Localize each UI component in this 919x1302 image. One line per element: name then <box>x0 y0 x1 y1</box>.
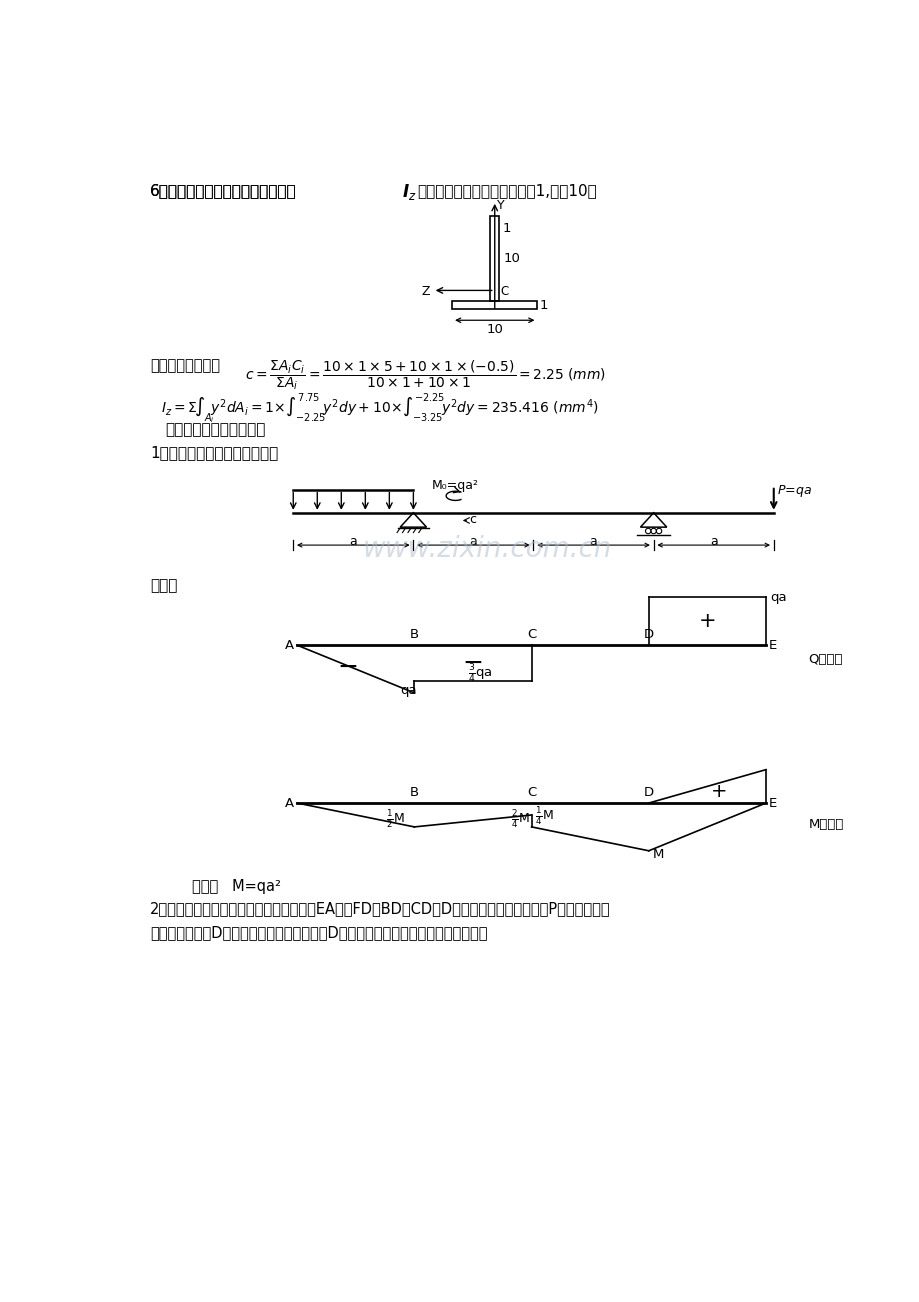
Text: M₀=qa²: M₀=qa² <box>432 479 479 492</box>
Text: A: A <box>285 639 294 652</box>
Text: a: a <box>709 535 717 548</box>
Text: B: B <box>409 786 418 799</box>
Text: 1、作图示梁的剪力图与弯矩图: 1、作图示梁的剪力图与弯矩图 <box>150 445 278 460</box>
Text: $\frac{1}{2}$M: $\frac{1}{2}$M <box>386 809 404 829</box>
Text: D: D <box>643 786 653 799</box>
Text: c: c <box>469 513 475 526</box>
Text: 。已知各狭长矩形的厕度均为1,长为10。: 。已知各狭长矩形的厕度均为1,长为10。 <box>417 184 596 198</box>
Text: −: − <box>337 655 358 678</box>
Text: 其中，   M=qa²: 其中， M=qa² <box>192 879 281 893</box>
Text: 1: 1 <box>539 298 548 311</box>
Text: Z: Z <box>421 285 429 298</box>
Text: $\frac{1}{4}$M: $\frac{1}{4}$M <box>534 806 552 828</box>
Text: Y: Y <box>496 199 505 212</box>
Text: E: E <box>768 797 777 810</box>
Text: B: B <box>409 629 418 642</box>
Text: D: D <box>643 629 653 642</box>
Text: 2、图示桁架由三根抗拉（压）刚度均匀为EA的杆FD，BD和CD在D点钰接而成，试求在载荷P作用下三杆横: 2、图示桁架由三根抗拉（压）刚度均匀为EA的杆FD，BD和CD在D点钰接而成，试… <box>150 901 610 917</box>
Text: A: A <box>285 797 294 810</box>
Text: −: − <box>462 651 482 676</box>
Text: 答案：: 答案： <box>150 578 177 594</box>
Text: 二、按要求完成下列各题: 二、按要求完成下列各题 <box>165 422 266 437</box>
Text: E: E <box>768 639 777 652</box>
Text: 6、试求出图示截面的形心主惯性矩: 6、试求出图示截面的形心主惯性矩 <box>150 184 296 198</box>
Text: $c = \dfrac{\Sigma A_i C_i}{\Sigma A_i} = \dfrac{10\times1\times5+10\times1\time: $c = \dfrac{\Sigma A_i C_i}{\Sigma A_i} … <box>245 358 606 392</box>
Text: C: C <box>527 786 536 799</box>
Text: 6、试求出图示截面的形心主惯性矩: 6、试求出图示截面的形心主惯性矩 <box>150 184 296 198</box>
Text: $\boldsymbol{I}_z$: $\boldsymbol{I}_z$ <box>402 182 416 202</box>
Text: M弯矩图: M弯矩图 <box>808 819 843 832</box>
Text: 10: 10 <box>503 253 520 266</box>
Text: a: a <box>349 535 357 548</box>
Text: qa: qa <box>769 591 786 604</box>
Text: 截面上的内力及D点的水平位移和竖直位移（D点的位移在水平和竖直方向的分量）。: 截面上的内力及D点的水平位移和竖直位移（D点的位移在水平和竖直方向的分量）。 <box>150 924 487 940</box>
Text: $P\!=\!qa$: $P\!=\!qa$ <box>776 483 811 500</box>
Text: M: M <box>652 849 664 862</box>
Text: C: C <box>527 629 536 642</box>
Text: a: a <box>469 535 477 548</box>
Text: 答案：根据题意：: 答案：根据题意： <box>150 358 220 372</box>
Text: +: + <box>698 612 715 631</box>
Text: $\frac{3}{4}$qa: $\frac{3}{4}$qa <box>468 663 493 685</box>
Text: 1: 1 <box>503 223 511 236</box>
Text: a: a <box>589 535 596 548</box>
Text: www.zixin.com.cn: www.zixin.com.cn <box>362 535 611 562</box>
Text: qa: qa <box>400 684 416 697</box>
Text: +: + <box>710 781 727 801</box>
Text: $I_z = \Sigma\!\int_{A_i}\!y^2 dA_i = 1\!\times\!\int_{-2.25}^{7.75}\!y^2 dy+ 10: $I_z = \Sigma\!\int_{A_i}\!y^2 dA_i = 1\… <box>162 391 598 426</box>
Text: C: C <box>500 285 508 298</box>
Text: 10: 10 <box>486 323 503 336</box>
Text: Q剪力图: Q剪力图 <box>808 652 842 665</box>
Text: $\frac{2}{4}$M: $\frac{2}{4}$M <box>510 809 528 829</box>
